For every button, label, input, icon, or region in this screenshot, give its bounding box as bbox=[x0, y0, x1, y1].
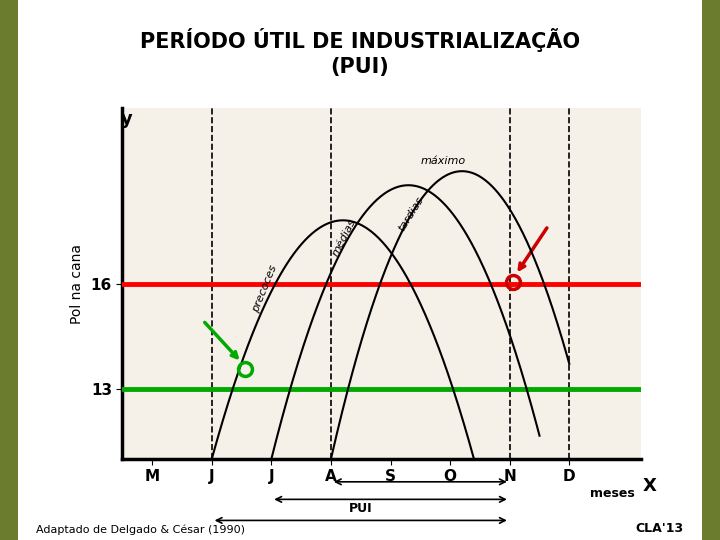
Text: y: y bbox=[121, 110, 133, 127]
Text: PUI: PUI bbox=[349, 502, 372, 515]
Text: tardias: tardias bbox=[397, 195, 426, 233]
Text: precoces: precoces bbox=[251, 263, 279, 314]
Y-axis label: Pol na cana: Pol na cana bbox=[70, 244, 84, 323]
Text: Adaptado de Delgado & César (1990): Adaptado de Delgado & César (1990) bbox=[36, 524, 245, 535]
Text: meses: meses bbox=[590, 487, 635, 500]
Text: máximo: máximo bbox=[420, 156, 465, 166]
Text: PERÍODO ÚTIL DE INDUSTRIALIZAÇÃO: PERÍODO ÚTIL DE INDUSTRIALIZAÇÃO bbox=[140, 29, 580, 52]
Text: X: X bbox=[643, 477, 657, 495]
Text: médias: médias bbox=[331, 217, 359, 258]
Text: (PUI): (PUI) bbox=[330, 57, 390, 78]
Text: CLA'13: CLA'13 bbox=[636, 522, 684, 535]
